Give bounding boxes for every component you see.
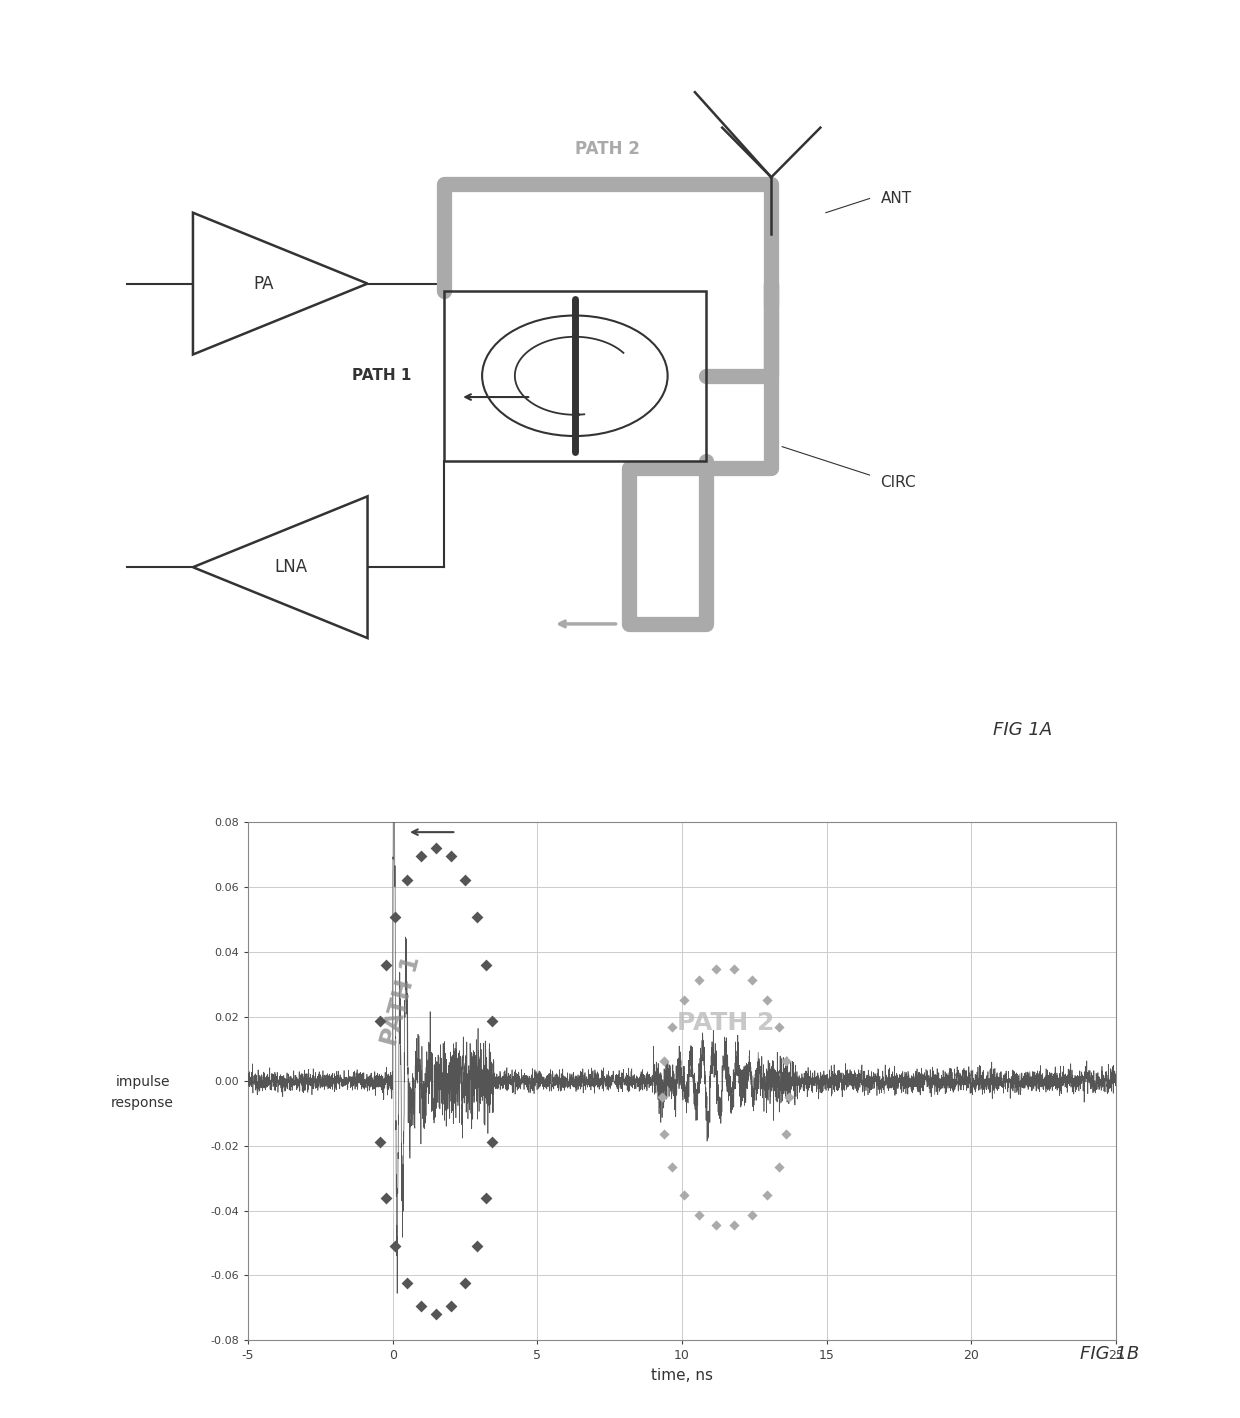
Text: PATH 2: PATH 2 [677, 1011, 774, 1035]
Text: PATH 1: PATH 1 [352, 369, 412, 383]
Text: PA: PA [254, 275, 274, 292]
Point [441, 845, 461, 868]
Point [467, 1235, 487, 1258]
Point [376, 1187, 396, 1210]
Point [769, 1156, 789, 1178]
X-axis label: time, ns: time, ns [651, 1367, 713, 1383]
Point [368, 1069, 388, 1092]
Point [776, 1049, 796, 1072]
Point [662, 1017, 682, 1039]
Point [455, 1272, 475, 1295]
Bar [444, 291, 706, 461]
Point [662, 1156, 682, 1178]
Point [758, 1184, 777, 1207]
Point [758, 988, 777, 1011]
Point [655, 1049, 675, 1072]
Point [484, 1069, 503, 1092]
Point [776, 1123, 796, 1146]
Point [655, 1123, 675, 1146]
Point [371, 1010, 391, 1032]
Text: PATH 1: PATH 1 [378, 953, 425, 1048]
Point [482, 1010, 502, 1032]
Point [742, 1204, 761, 1227]
Point [482, 1130, 502, 1153]
Point [397, 868, 417, 891]
Text: PATH 2: PATH 2 [575, 140, 640, 157]
Text: ANT: ANT [880, 191, 911, 206]
Point [689, 968, 709, 991]
Text: response: response [112, 1096, 174, 1110]
Point [769, 1017, 789, 1039]
Point [455, 868, 475, 891]
Point [386, 1235, 405, 1258]
Point [467, 905, 487, 927]
Point [371, 1130, 391, 1153]
Point [476, 953, 496, 976]
Text: impulse: impulse [115, 1075, 170, 1089]
Point [689, 1204, 709, 1227]
Point [724, 1214, 744, 1236]
Text: FIG 1A: FIG 1A [993, 722, 1052, 739]
Text: LNA: LNA [274, 559, 308, 576]
Point [427, 1303, 446, 1326]
Point [386, 905, 405, 927]
Point [779, 1086, 799, 1109]
Point [673, 988, 693, 1011]
Text: FIG 1B: FIG 1B [1080, 1346, 1140, 1363]
Point [427, 837, 446, 859]
Point [397, 1272, 417, 1295]
Point [376, 953, 396, 976]
Point [412, 845, 432, 868]
Point [441, 1295, 461, 1317]
Point [412, 1295, 432, 1317]
Point [476, 1187, 496, 1210]
Point [707, 1214, 727, 1236]
Point [673, 1184, 693, 1207]
Point [707, 959, 727, 981]
Text: CIRC: CIRC [880, 475, 916, 489]
Point [724, 959, 744, 981]
Point [742, 968, 761, 991]
Point [652, 1086, 672, 1109]
